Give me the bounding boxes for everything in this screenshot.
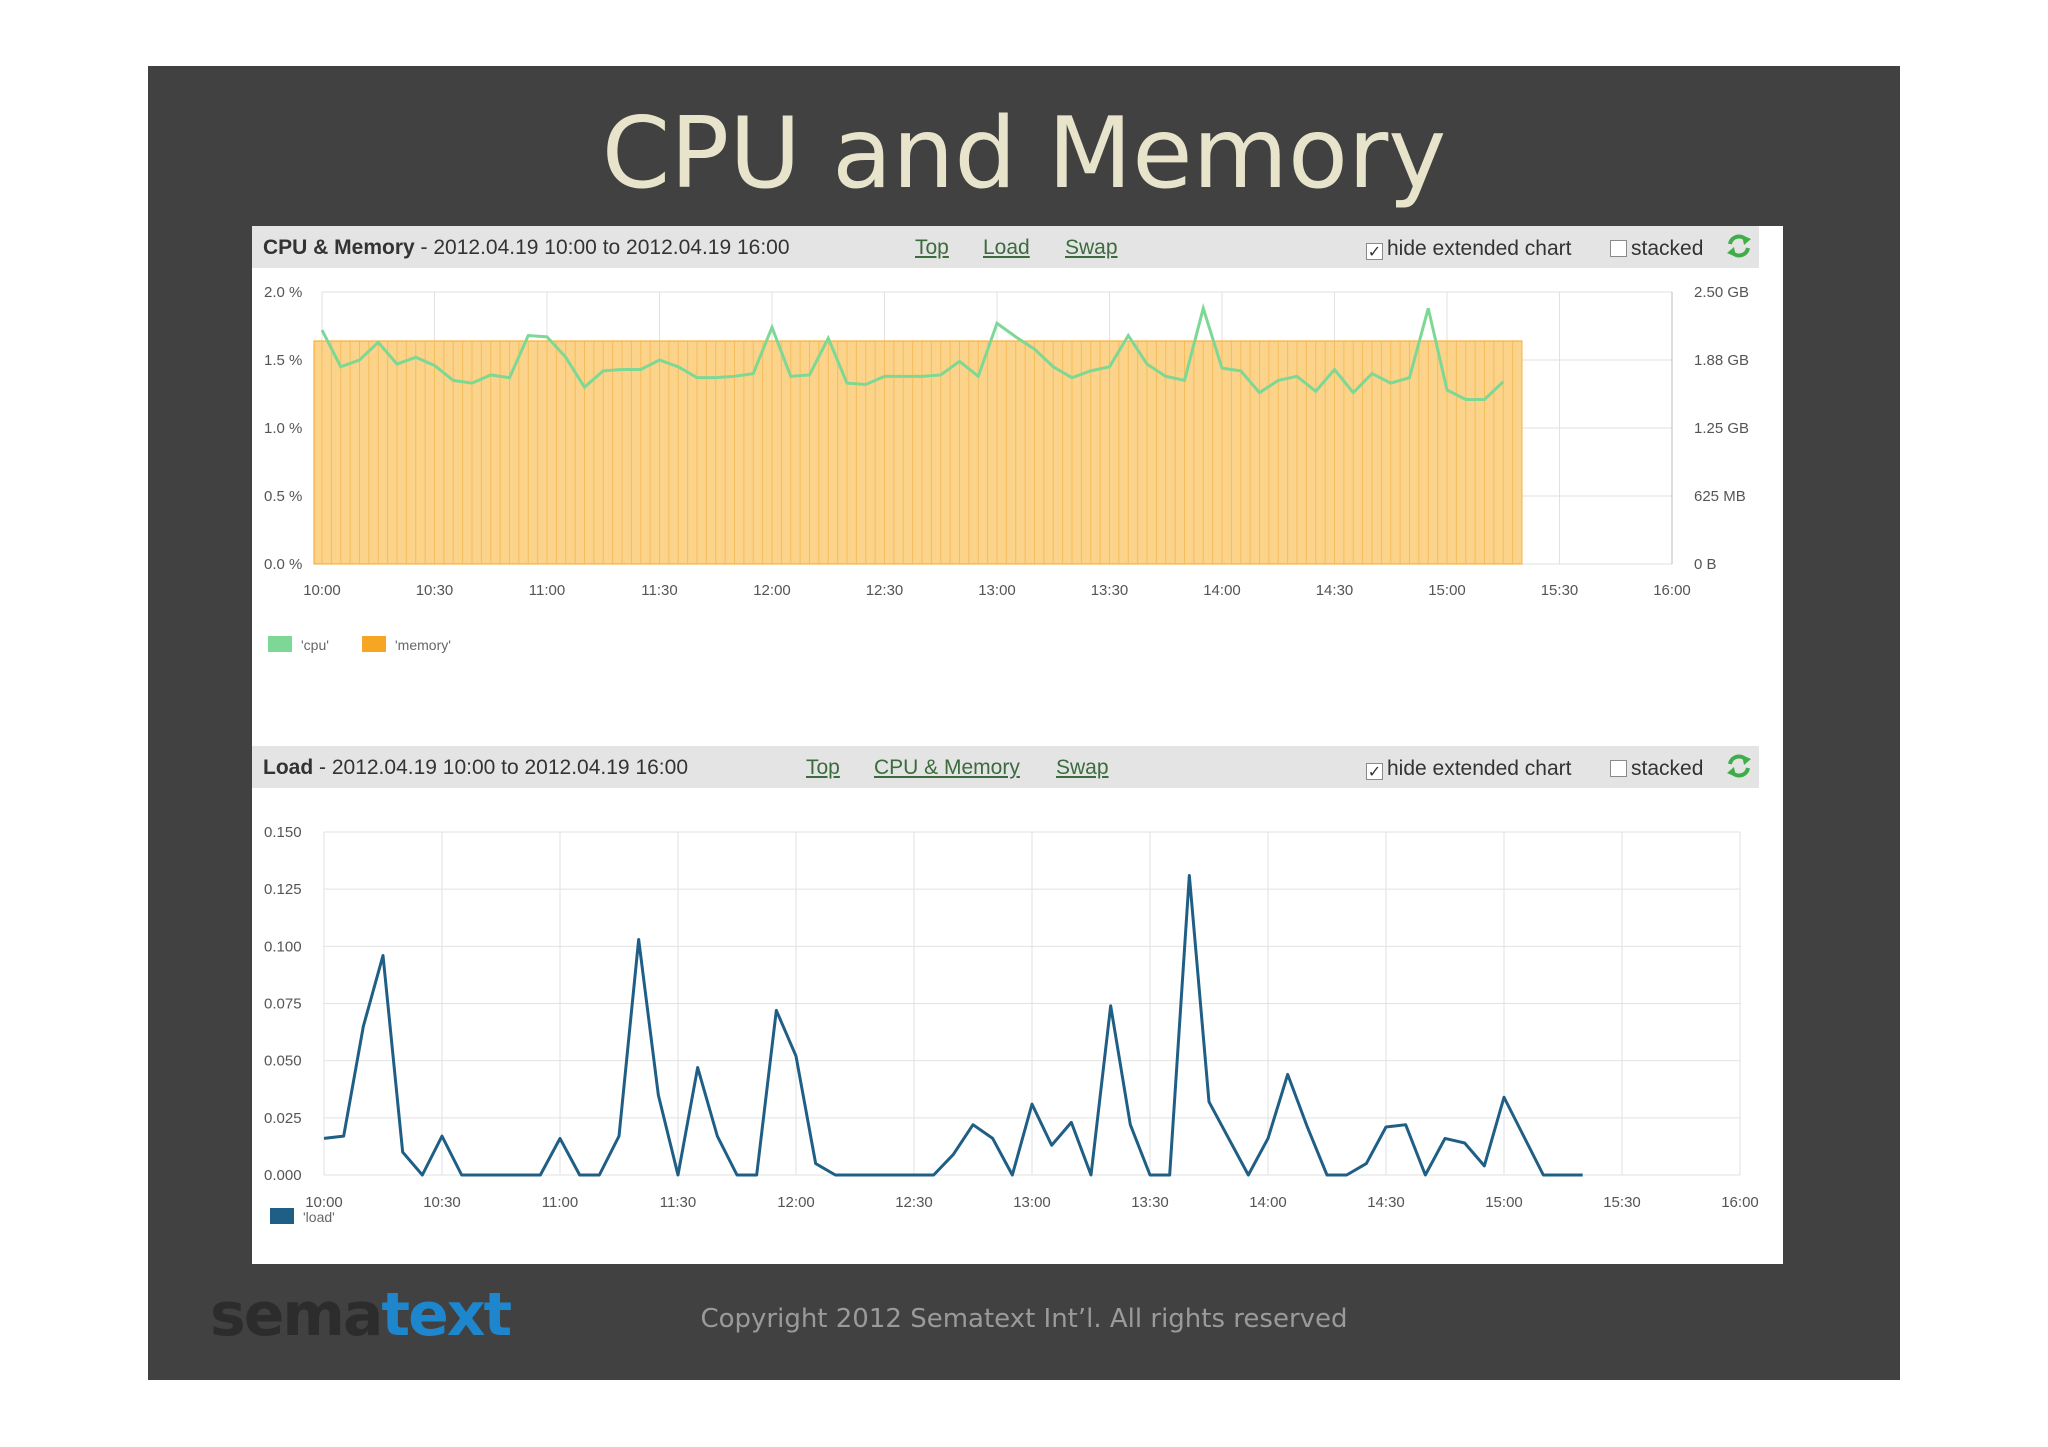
y-tick-label-right: 1.88 GB	[1694, 352, 1749, 369]
x-tick-label: 12:30	[866, 582, 904, 599]
y-tick-label: 0.050	[264, 1053, 302, 1070]
slide: CPU and Memory CPU & Memory - 2012.04.19…	[148, 66, 1900, 1380]
hide-extended-option[interactable]: ✓ hide extended chart	[1366, 237, 1571, 261]
x-tick-label: 10:30	[416, 582, 454, 599]
x-tick-label: 14:00	[1249, 1194, 1287, 1211]
x-tick-label: 10:00	[305, 1194, 343, 1211]
x-tick-label: 13:30	[1091, 582, 1129, 599]
cpu-memory-title-text: CPU & Memory	[263, 236, 415, 259]
hide-extended-checkbox[interactable]: ✓	[1366, 243, 1383, 261]
y-tick-label: 0.025	[264, 1110, 302, 1127]
load-stacked-label: stacked	[1631, 757, 1704, 780]
logo-part-1: sema	[210, 1280, 383, 1350]
x-tick-label: 11:00	[529, 582, 565, 599]
load-chart: 10:00 10:30 11:00 11:30 12:00 12:30 13:00 13:30…	[264, 824, 1759, 1225]
x-tick-label: 16:00	[1721, 1194, 1759, 1211]
load-hide-extended-label: hide extended chart	[1387, 757, 1572, 780]
x-tick-label: 10:00	[303, 582, 341, 599]
y-tick-label-left: 0.5 %	[264, 488, 302, 505]
link-swap[interactable]: Swap	[1065, 236, 1118, 259]
slide-title: CPU and Memory	[601, 97, 1447, 211]
x-tick-label: 12:30	[895, 1194, 933, 1211]
refresh-icon[interactable]	[1725, 232, 1753, 260]
link-load[interactable]: Load	[983, 236, 1030, 259]
copyright-text: Copyright 2012 Sematext Int’l. All right…	[700, 1304, 1348, 1334]
x-tick-label: 15:30	[1541, 582, 1579, 599]
cpu-memory-range: - 2012.04.19 10:00 to 2012.04.19 16:00	[414, 236, 790, 259]
x-tick-label: 16:00	[1653, 582, 1691, 599]
cpu-line	[320, 302, 1505, 401]
x-tick-label: 15:00	[1485, 1194, 1523, 1211]
stacked-option[interactable]: stacked	[1610, 237, 1703, 261]
load-line	[323, 873, 1583, 1177]
x-tick-label: 11:00	[542, 1194, 578, 1211]
hide-extended-label: hide extended chart	[1387, 237, 1572, 260]
cpu-memory-title: CPU & Memory - 2012.04.19 10:00 to 2012.…	[263, 236, 790, 260]
y-tick-label: 0.150	[264, 824, 302, 841]
charts-panel: CPU & Memory - 2012.04.19 10:00 to 2012.…	[252, 226, 1783, 1264]
x-tick-label: 12:00	[753, 582, 791, 599]
load-link-swap[interactable]: Swap	[1056, 756, 1109, 779]
y-tick-label: 0.125	[264, 881, 302, 898]
load-title: Load - 2012.04.19 10:00 to 2012.04.19 16…	[263, 756, 688, 780]
load-hide-extended-checkbox[interactable]: ✓	[1366, 763, 1383, 781]
x-tick-label: 11:30	[641, 582, 677, 599]
x-tick-label: 13:30	[1131, 1194, 1169, 1211]
load-range: - 2012.04.19 10:00 to 2012.04.19 16:00	[313, 756, 688, 779]
cpu-memory-chart: 10:00 10:30 11:00 11:30 12:00 12:30 13:00 13:30…	[264, 284, 1749, 653]
x-tick-label: 12:00	[777, 1194, 815, 1211]
logo-part-2: text	[381, 1280, 512, 1350]
legend-label-memory: 'memory'	[395, 637, 451, 653]
x-tick-label: 14:00	[1203, 582, 1241, 599]
stacked-label: stacked	[1631, 237, 1704, 260]
legend-label-load: 'load'	[303, 1209, 335, 1225]
x-tick-label: 10:30	[423, 1194, 461, 1211]
load-link-top[interactable]: Top	[806, 756, 840, 779]
y-tick-label-right: 1.25 GB	[1694, 420, 1749, 437]
x-tick-label: 13:00	[978, 582, 1016, 599]
sematext-logo: sematext	[210, 1280, 512, 1350]
legend-swatch-memory	[362, 636, 386, 652]
y-tick-label-right: 625 MB	[1694, 488, 1746, 505]
y-tick-label-left: 2.0 %	[264, 284, 302, 301]
cpu-memory-header: CPU & Memory - 2012.04.19 10:00 to 2012.…	[252, 226, 1759, 268]
x-tick-label: 14:30	[1316, 582, 1354, 599]
legend-label-cpu: 'cpu'	[301, 637, 329, 653]
y-tick-label: 0.075	[264, 996, 302, 1013]
y-tick-label-left: 0.0 %	[264, 556, 302, 573]
y-tick-label-left: 1.0 %	[264, 420, 302, 437]
stacked-checkbox[interactable]	[1610, 240, 1627, 257]
legend-swatch-cpu	[268, 636, 292, 652]
memory-area	[313, 340, 1523, 565]
load-header: Load - 2012.04.19 10:00 to 2012.04.19 16…	[252, 746, 1759, 788]
y-tick-label: 0.000	[264, 1167, 302, 1184]
x-tick-label: 15:00	[1428, 582, 1466, 599]
load-link-cpu-memory[interactable]: CPU & Memory	[874, 756, 1020, 779]
x-tick-label: 15:30	[1603, 1194, 1641, 1211]
y-tick-label-right: 2.50 GB	[1694, 284, 1749, 301]
y-tick-label-left: 1.5 %	[264, 352, 302, 369]
x-tick-label: 13:00	[1013, 1194, 1051, 1211]
y-tick-label-right: 0 B	[1694, 556, 1717, 573]
y-tick-label: 0.100	[264, 938, 302, 955]
load-stacked-option[interactable]: stacked	[1610, 757, 1703, 781]
link-top[interactable]: Top	[915, 236, 949, 259]
x-tick-label: 14:30	[1367, 1194, 1405, 1211]
legend-swatch-load	[270, 1208, 294, 1224]
load-stacked-checkbox[interactable]	[1610, 760, 1627, 777]
x-tick-label: 11:30	[660, 1194, 696, 1211]
load-hide-extended-option[interactable]: ✓ hide extended chart	[1366, 757, 1571, 781]
load-refresh-icon[interactable]	[1725, 752, 1753, 780]
load-title-text: Load	[263, 756, 314, 779]
